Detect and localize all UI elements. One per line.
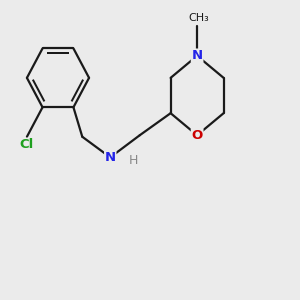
Text: CH₃: CH₃ bbox=[188, 13, 209, 23]
Text: O: O bbox=[191, 129, 203, 142]
Text: H: H bbox=[128, 154, 138, 167]
Text: N: N bbox=[105, 151, 116, 164]
Text: Cl: Cl bbox=[20, 138, 34, 151]
Text: N: N bbox=[191, 49, 203, 62]
